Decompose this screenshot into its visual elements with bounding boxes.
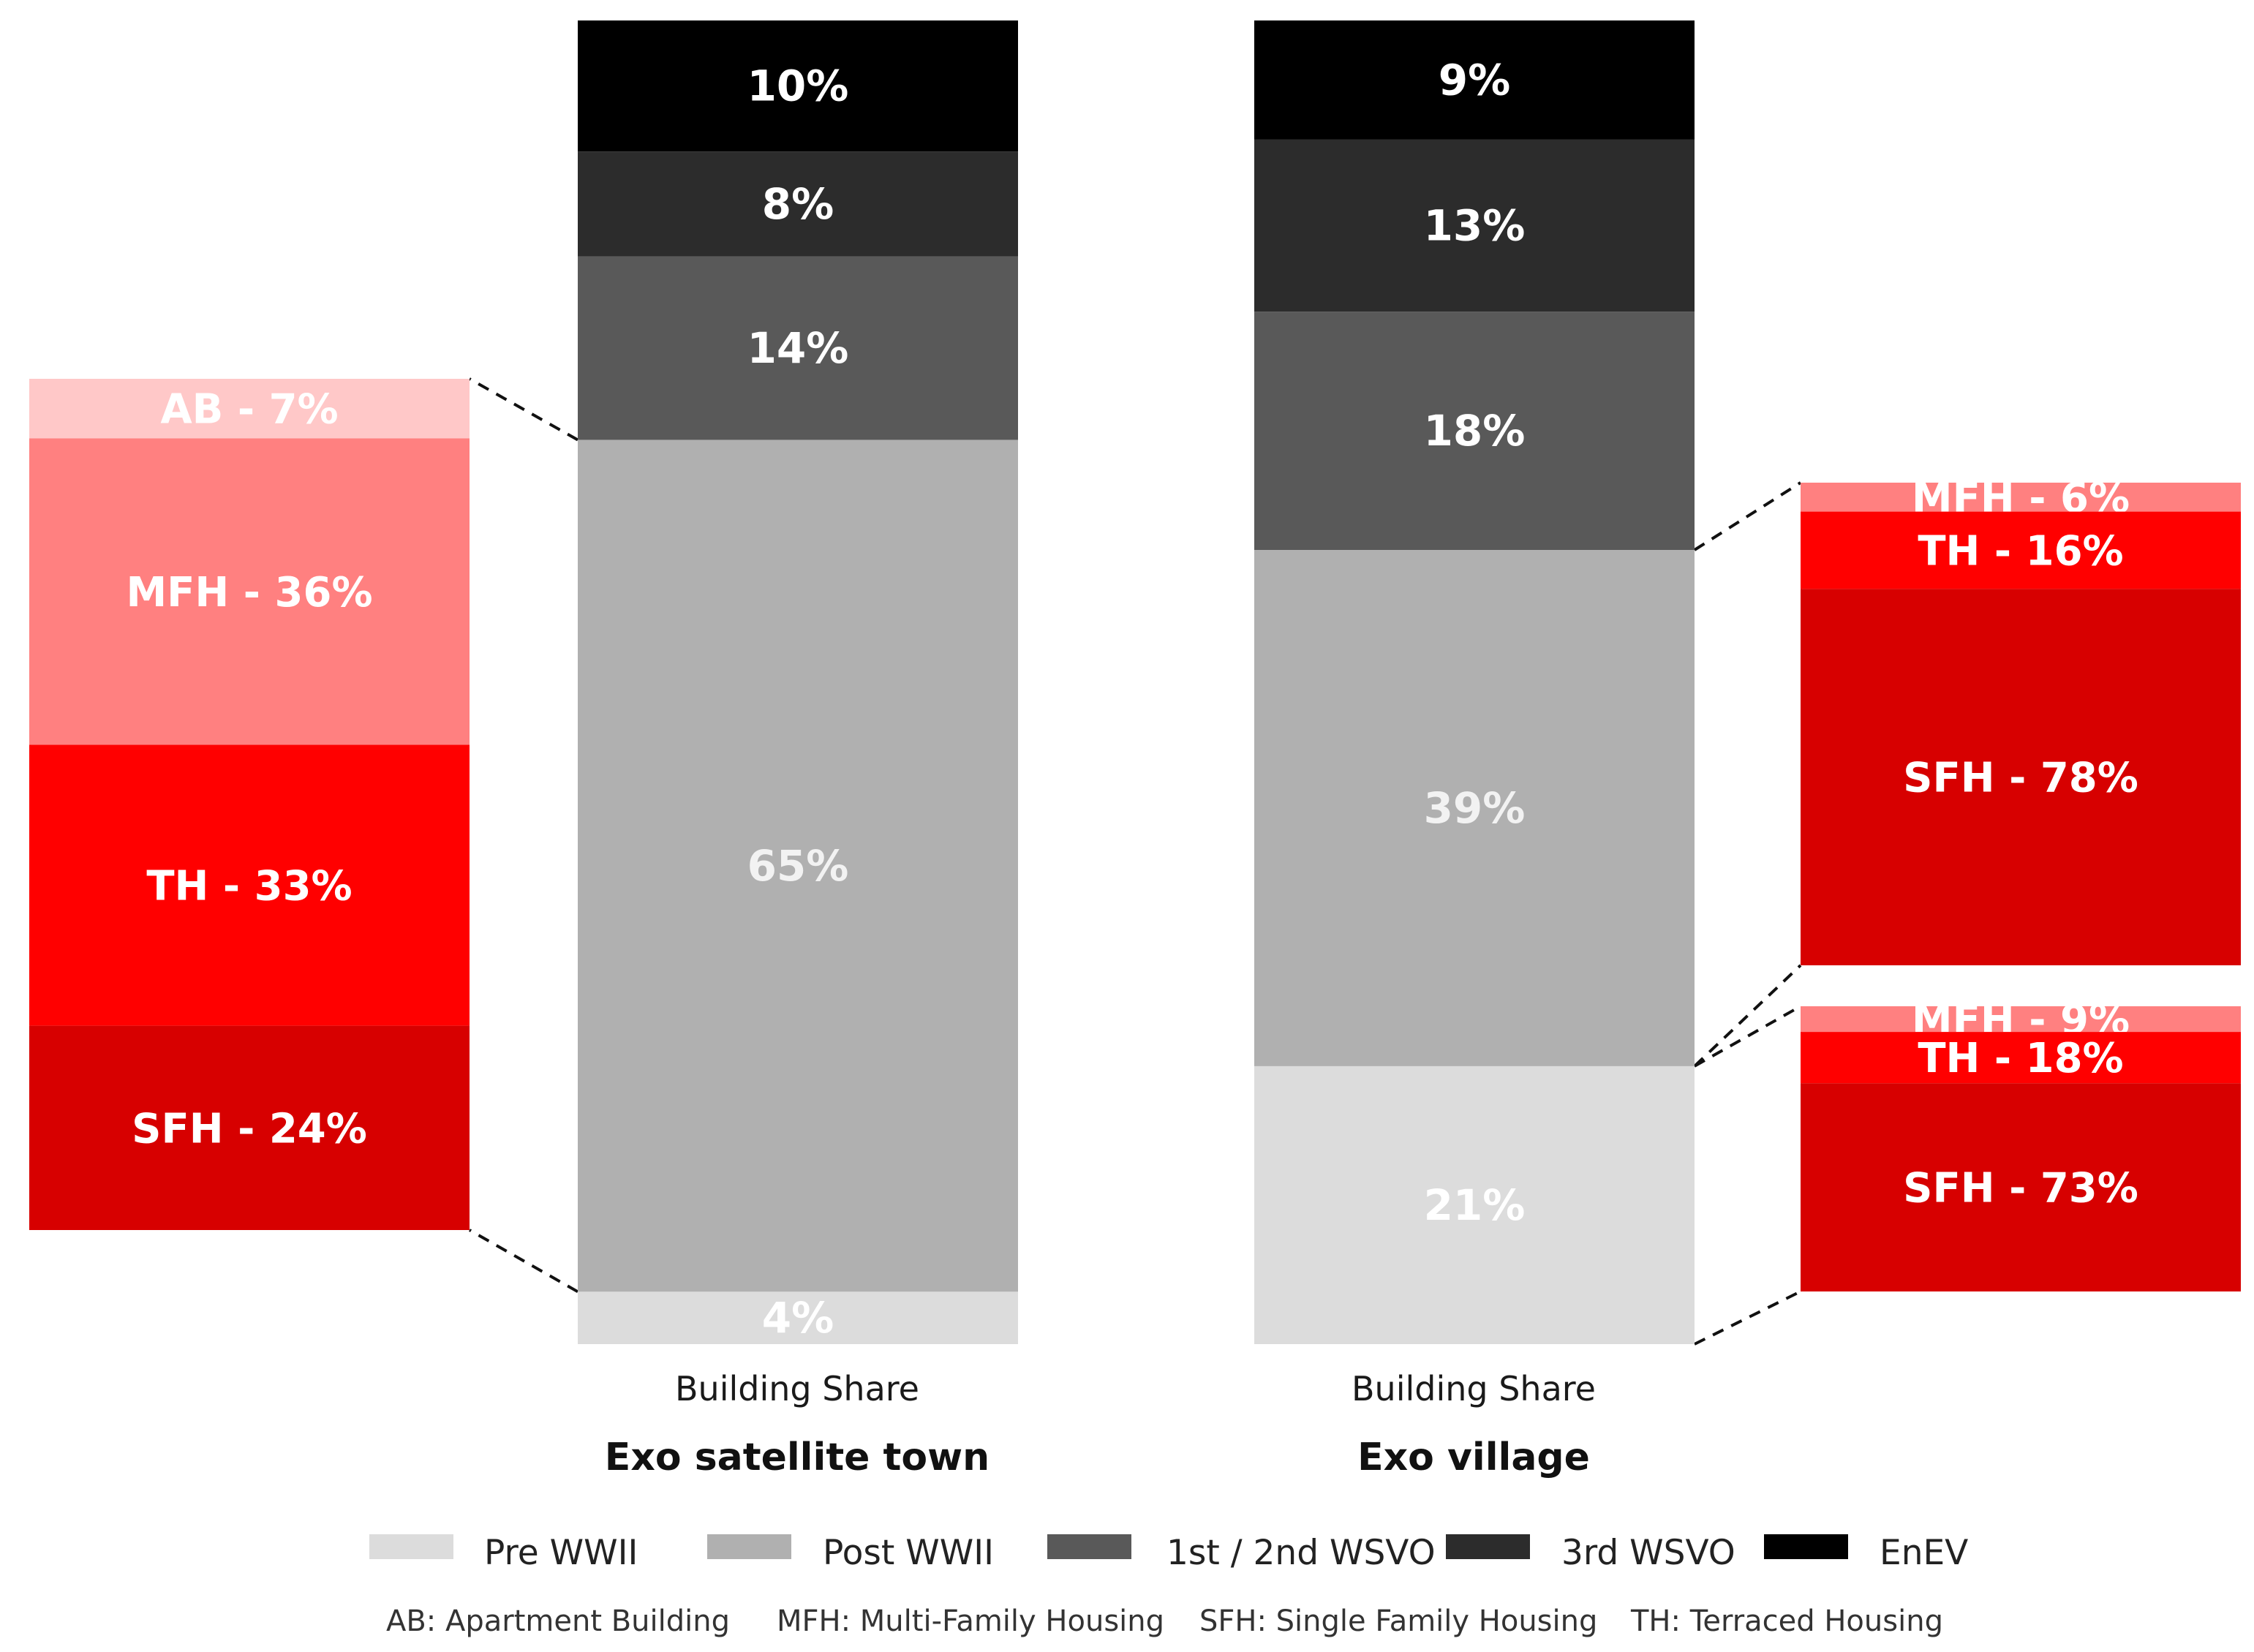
connector-exo-satellite-town-post-wwii-top (469, 377, 578, 442)
breakdown-label-exo-village-post-wwii-sfh: SFH - 78% (1903, 755, 2138, 802)
connector-exo-village-pre-wwii-top (1694, 1005, 1801, 1068)
connector-exo-satellite-town-post-wwii-bottom (469, 1229, 578, 1294)
breakdown-label-exo-village-pre-wwii-th: TH - 18% (1918, 1035, 2123, 1082)
bar-segment-exo-satellite-town-enev (578, 20, 1018, 152)
breakdown-segment-exo-village-post-wwii-sfh (1801, 589, 2241, 965)
bar-segment-label-exo-village-pre-wwii: 21% (1424, 1180, 1526, 1230)
breakdown-segment-exo-satellite-town-post-wwii-sfh (29, 1025, 470, 1230)
bar-segment-exo-village-post-wwii (1254, 550, 1695, 1066)
abbreviation-notes: AB: Apartment Building MFH: Multi-Family… (386, 1604, 1943, 1638)
bar-segment-exo-satellite-town-post-wwii (578, 440, 1018, 1292)
bar-segment-exo-village-pre-wwii (1254, 1065, 1695, 1344)
legend-label-1st-2nd-wsvo: 1st / 2nd WSVO (1166, 1533, 1436, 1573)
legend-swatch-3rd-wsvo (1446, 1534, 1530, 1559)
breakdown-segment-exo-village-pre-wwii-th (1801, 1032, 2241, 1084)
group-title-village: Exo village (1357, 1436, 1590, 1479)
breakdown-exo-village-post-wwii: MFH - 6%TH - 16%SFH - 78% (1801, 475, 2241, 965)
connector-exo-village-pre-wwii-bottom (1694, 1290, 1801, 1346)
breakdown-label-exo-satellite-town-post-wwii-th: TH - 33% (146, 863, 352, 910)
bar-exo-village: 21% 39% 18% 13% 9% (1254, 20, 1695, 1344)
bar-segment-exo-village-enev (1254, 20, 1695, 140)
bar-segment-exo-village-1st-2nd-wsvo (1254, 312, 1695, 550)
bar-exo-satellite-town: 4% 65% 14% 8% 10% (578, 20, 1018, 1344)
breakdown-segment-exo-village-post-wwii-th (1801, 511, 2241, 589)
bar-segment-label-exo-satellite-town-3rd-wsvo: 8% (762, 179, 834, 229)
breakdown-segment-exo-village-post-wwii-mfh (1801, 483, 2241, 512)
connector-exo-village-post-wwii-bottom (1693, 964, 1802, 1068)
legend-label-enev: EnEV (1880, 1533, 1968, 1573)
breakdown-segment-exo-village-pre-wwii-mfh (1801, 1006, 2241, 1033)
breakdown-segment-exo-village-pre-wwii-sfh (1801, 1083, 2241, 1291)
legend-label-post-wwii: Post WWII (823, 1533, 994, 1573)
abbr-th: TH: Terraced Housing (1630, 1604, 1943, 1638)
legend-swatch-1st-2nd-wsvo (1047, 1534, 1131, 1559)
breakdown-layer: AB - 7%MFH - 36%TH - 33%SFH - 24%MFH - 6… (29, 379, 2241, 1291)
bar-segment-exo-satellite-town-pre-wwii (578, 1291, 1018, 1344)
bar-segment-label-exo-satellite-town-pre-wwii: 4% (762, 1293, 834, 1343)
bar-segment-exo-village-3rd-wsvo (1254, 139, 1695, 312)
breakdown-label-exo-satellite-town-post-wwii-sfh: SFH - 24% (132, 1105, 367, 1153)
bar-segment-label-exo-satellite-town-enev: 10% (747, 61, 849, 111)
breakdown-label-exo-village-post-wwii-th: TH - 16% (1918, 527, 2123, 575)
connector-lines (469, 377, 1802, 1346)
bar-segment-label-exo-satellite-town-1st-2nd-wsvo: 14% (747, 323, 849, 373)
abbr-mfh: MFH: Multi-Family Housing (777, 1604, 1164, 1638)
bar-segment-label-exo-village-1st-2nd-wsvo: 18% (1424, 406, 1526, 456)
connector-exo-village-post-wwii-top (1693, 481, 1802, 551)
legend-swatch-post-wwii (707, 1534, 791, 1559)
breakdown-segment-exo-satellite-town-post-wwii-mfh (29, 438, 470, 745)
breakdown-exo-village-pre-wwii: MFH - 9%TH - 18%SFH - 73% (1801, 997, 2241, 1291)
bar-axis-label-village: Building Share (1352, 1369, 1596, 1408)
legend-swatch-enev (1764, 1534, 1848, 1559)
legend: Pre WWII Post WWII 1st / 2nd WSVO 3rd WS… (369, 1533, 1968, 1573)
breakdown-label-exo-satellite-town-post-wwii-ab: AB - 7% (160, 386, 338, 434)
abbr-ab: AB: Apartment Building (386, 1604, 730, 1638)
breakdown-label-exo-village-pre-wwii-sfh: SFH - 73% (1903, 1165, 2138, 1212)
breakdown-label-exo-satellite-town-post-wwii-mfh: MFH - 36% (126, 569, 372, 616)
bars-layer: 4% 65% 14% 8% 10% 21% 39% 18% 13% 9% (578, 20, 1695, 1344)
legend-swatch-pre-wwii (369, 1534, 453, 1559)
abbr-sfh: SFH: Single Family Housing (1199, 1604, 1597, 1638)
bar-segment-label-exo-village-post-wwii: 39% (1424, 783, 1526, 833)
bar-segment-label-exo-village-3rd-wsvo: 13% (1424, 201, 1526, 251)
bar-segment-label-exo-satellite-town-post-wwii: 65% (747, 841, 849, 891)
breakdown-exo-satellite-town-post-wwii: AB - 7% MFH - 36% TH - 33% SFH - 24% (29, 379, 470, 1230)
group-title-satellite-town: Exo satellite town (605, 1436, 990, 1479)
breakdown-segment-exo-satellite-town-post-wwii-th (29, 744, 470, 1026)
legend-label-pre-wwii: Pre WWII (484, 1533, 638, 1573)
bar-axis-label-satellite-town: Building Share (675, 1369, 919, 1408)
legend-label-3rd-wsvo: 3rd WSVO (1561, 1533, 1735, 1573)
breakdown-segment-exo-satellite-town-post-wwii-ab (29, 379, 470, 439)
bar-segment-label-exo-village-enev: 9% (1439, 55, 1510, 105)
bar-segment-exo-satellite-town-1st-2nd-wsvo (578, 256, 1018, 440)
bar-segment-exo-satellite-town-3rd-wsvo (578, 151, 1018, 257)
